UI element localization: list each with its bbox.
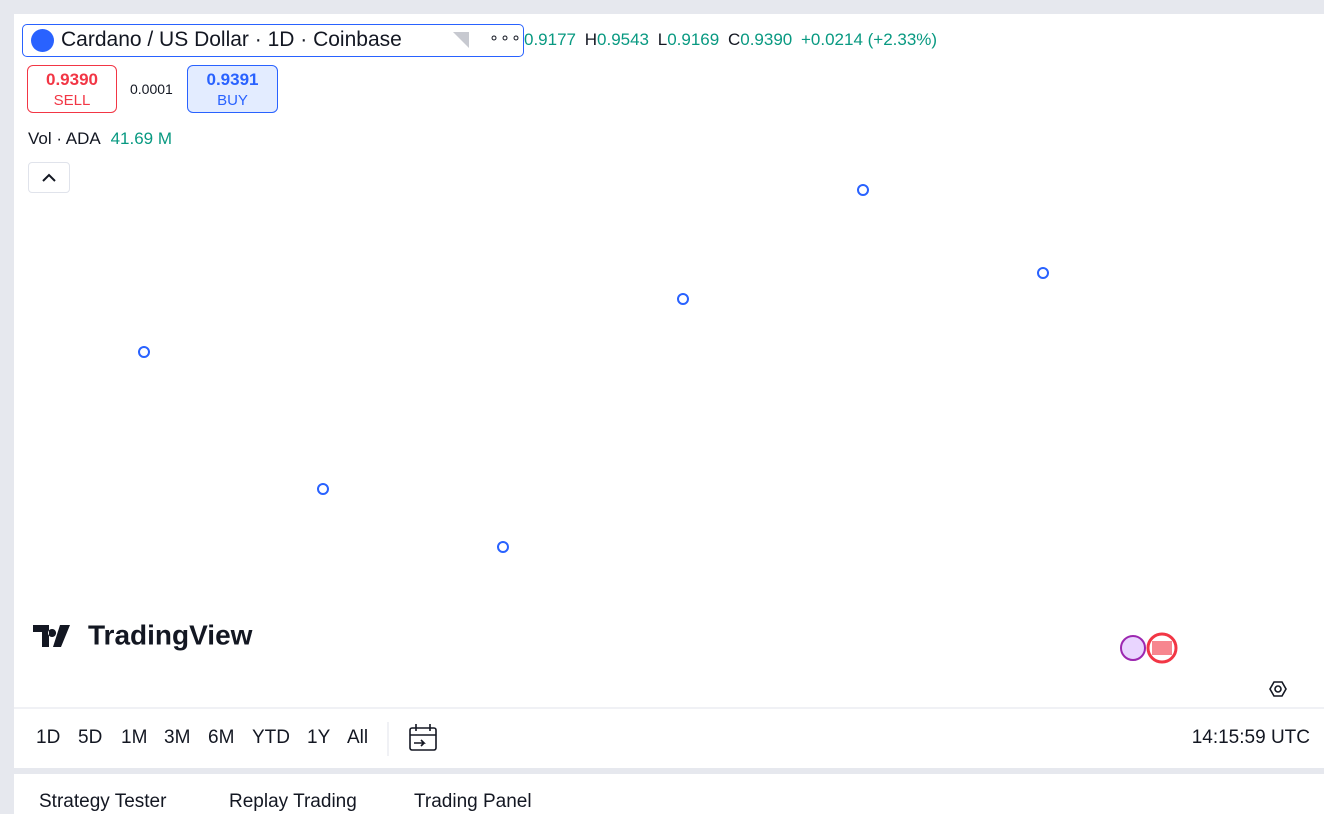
event-marker[interactable] <box>1037 267 1049 279</box>
change-value: +0.0214 (+2.33%) <box>800 30 938 49</box>
volume-legend-label: Vol · ADA <box>28 129 100 148</box>
event-markers <box>138 184 1049 553</box>
event-marker[interactable] <box>497 541 509 553</box>
calendar-lines <box>410 724 436 747</box>
symbol-legend[interactable]: Cardano / US Dollar · 1D · Coinbase ∘∘∘ <box>22 24 524 57</box>
collapse-legend[interactable] <box>28 162 70 193</box>
open-value: 0.9177 <box>524 30 576 49</box>
buy-price: 0.9391 <box>206 70 259 89</box>
date-range-icon[interactable] <box>409 724 437 751</box>
range-button[interactable]: 1Y <box>307 727 331 748</box>
more-icon[interactable]: ∘∘∘ <box>489 30 523 47</box>
sell-button[interactable]: 0.9390 SELL <box>27 65 117 113</box>
chart-card <box>14 14 1324 768</box>
high-label: H <box>584 30 598 49</box>
panel-tab[interactable]: Strategy Tester <box>39 791 167 812</box>
volume-legend: Vol · ADA 41.69 M <box>28 129 172 149</box>
range-button[interactable]: 5D <box>78 727 103 748</box>
ai-icon[interactable] <box>1120 635 1146 661</box>
sell-label: SELL <box>53 92 91 109</box>
range-button[interactable]: 6M <box>208 727 235 748</box>
spread: 0.0001 <box>130 81 173 97</box>
range-button[interactable]: 1M <box>121 727 148 748</box>
symbol-title: Cardano / US Dollar · 1D · Coinbase <box>61 28 402 51</box>
gear <box>1269 681 1287 697</box>
settings-icon[interactable] <box>1269 681 1287 697</box>
gear-center <box>1274 685 1282 693</box>
event-marker[interactable] <box>138 346 150 358</box>
range-button[interactable]: 1D <box>36 727 61 748</box>
range-button[interactable]: All <box>347 727 369 748</box>
close-label: C <box>727 30 741 49</box>
flag-icon <box>453 32 469 48</box>
logo-icon <box>33 625 70 647</box>
range-button[interactable]: 3M <box>164 727 191 748</box>
event-marker[interactable] <box>857 184 869 196</box>
panel-tab[interactable]: Replay Trading <box>229 791 357 812</box>
overlay-icons <box>1120 632 1178 664</box>
clock: 14:15:59 UTC <box>1191 727 1310 748</box>
high-value: 0.9543 <box>597 30 650 49</box>
tradingview-logo: TradingView <box>33 619 253 650</box>
low-value: 0.9169 <box>667 30 720 49</box>
bottom-panel <box>14 774 1324 814</box>
buy-button[interactable]: 0.9391 BUY <box>187 65 278 113</box>
chevron <box>42 173 56 182</box>
panel-tab[interactable]: Trading Panel <box>414 791 532 812</box>
chart: TradingView <box>14 184 1324 756</box>
volume-legend-value: 41.69 M <box>110 129 172 148</box>
flag-stripes <box>1152 641 1172 655</box>
range-button[interactable]: YTD <box>252 727 290 748</box>
symbol-icon <box>31 29 54 52</box>
buy-label: BUY <box>217 92 248 109</box>
close-value: 0.9390 <box>740 30 793 49</box>
sell-price: 0.9390 <box>46 70 98 89</box>
logo-text: TradingView <box>88 619 253 650</box>
event-marker[interactable] <box>317 483 329 495</box>
event-marker[interactable] <box>677 293 689 305</box>
low-label: L <box>657 30 668 49</box>
calendar <box>409 727 437 751</box>
ohlc-legend: 0.9177 H0.9543 L0.9169 C0.9390 +0.0214 (… <box>524 30 937 50</box>
